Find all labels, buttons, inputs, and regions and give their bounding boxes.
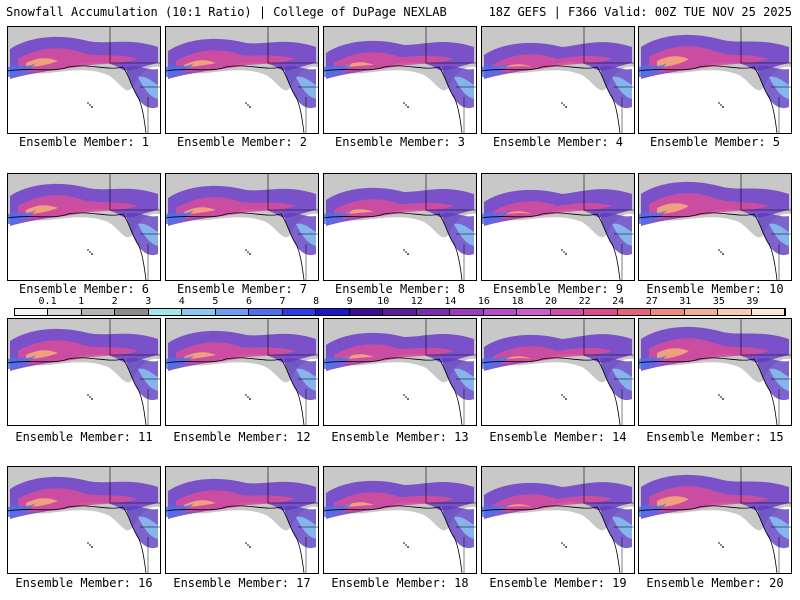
ensemble-map-15 [638,318,792,426]
ensemble-map-10 [638,173,792,281]
legend-swatch [48,309,82,315]
ensemble-map-20 [638,466,792,574]
ensemble-member-label: Ensemble Member: 6 [18,282,150,296]
ensemble-map-8 [323,173,477,281]
ensemble-map-12 [165,318,319,426]
ensemble-member-label: Ensemble Member: 1 [18,135,150,149]
legend-tick: 10 [377,296,390,307]
legend-tick: 9 [346,296,353,307]
legend-tick: 24 [612,296,625,307]
legend-tick-labels: 0.1 1 2 3 4 5 6 7 8 9 10 12 14 16 18 20 22 24 27 31 35 39 [14,296,786,307]
ensemble-map-18 [323,466,477,574]
ensemble-map-4 [481,26,635,134]
ensemble-map-17 [165,466,319,574]
legend-color-bar [14,308,786,316]
legend-tick: 31 [679,296,692,307]
ensemble-member-label: Ensemble Member: 8 [334,282,466,296]
page-title: Snowfall Accumulation (10:1 Ratio) | Col… [6,5,447,19]
legend-swatch [115,309,149,315]
legend-swatch [182,309,216,315]
legend-tick: 35 [712,296,725,307]
legend-tick: 18 [511,296,524,307]
ensemble-map-7 [165,173,319,281]
ensemble-member-label: Ensemble Member: 11 [15,430,153,444]
ensemble-member-label: Ensemble Member: 16 [15,576,153,590]
legend-swatch [81,309,116,315]
ensemble-member-label: Ensemble Member: 10 [646,282,784,296]
legend-swatch [383,309,417,315]
legend-tick: 3 [145,296,152,307]
ensemble-member-label: Ensemble Member: 2 [176,135,308,149]
ensemble-member-label: Ensemble Member: 12 [173,430,311,444]
ensemble-member-label: Ensemble Member: 14 [489,430,627,444]
ensemble-map-6 [7,173,161,281]
ensemble-member-label: Ensemble Member: 7 [176,282,308,296]
legend-tick: 2 [111,296,118,307]
legend-tick: 0.1 [38,296,57,307]
model-run-info: 18Z GEFS | F366 Valid: 00Z TUE NOV 25 20… [488,5,792,19]
legend-tick: 4 [178,296,185,307]
legend-swatch [215,309,250,315]
legend-swatch [15,309,49,315]
legend-tick: 16 [477,296,490,307]
legend-swatch [517,309,551,315]
ensemble-member-label: Ensemble Member: 18 [331,576,469,590]
legend-swatch [584,309,618,315]
legend-swatch [751,309,786,315]
legend-tick: 22 [578,296,591,307]
ensemble-member-label: Ensemble Member: 15 [646,430,784,444]
ensemble-member-label: Ensemble Member: 3 [334,135,466,149]
ensemble-map-2 [165,26,319,134]
legend-swatch [148,309,183,315]
legend-tick: 20 [545,296,558,307]
legend-swatch [282,309,317,315]
legend-tick: 14 [444,296,457,307]
ensemble-member-label: Ensemble Member: 19 [489,576,627,590]
ensemble-map-11 [7,318,161,426]
legend-swatch [718,309,752,315]
ensemble-map-19 [481,466,635,574]
legend-swatch [316,309,350,315]
legend-swatch [450,309,484,315]
legend-swatch [550,309,585,315]
ensemble-map-14 [481,318,635,426]
ensemble-map-1 [7,26,161,134]
legend-tick: 7 [279,296,286,307]
ensemble-member-label: Ensemble Member: 20 [646,576,784,590]
ensemble-member-label: Ensemble Member: 13 [331,430,469,444]
ensemble-map-5 [638,26,792,134]
ensemble-map-9 [481,173,635,281]
ensemble-member-label: Ensemble Member: 4 [492,135,624,149]
legend-tick: 39 [746,296,759,307]
legend-tick: 8 [313,296,320,307]
ensemble-map-13 [323,318,477,426]
legend-tick: 1 [78,296,85,307]
legend-swatch [249,309,283,315]
ensemble-map-3 [323,26,477,134]
legend-swatch [684,309,719,315]
legend-tick: 12 [410,296,423,307]
legend-swatch [349,309,384,315]
legend-tick: 6 [245,296,252,307]
legend-swatch [617,309,652,315]
legend-tick: 27 [645,296,658,307]
ensemble-member-label: Ensemble Member: 17 [173,576,311,590]
ensemble-map-16 [7,466,161,574]
ensemble-member-label: Ensemble Member: 5 [649,135,781,149]
color-legend: 0.1 1 2 3 4 5 6 7 8 9 10 12 14 16 18 20 22 24 27 31 35 39 [14,296,786,318]
legend-swatch [416,309,451,315]
legend-swatch [651,309,685,315]
ensemble-member-label: Ensemble Member: 9 [492,282,624,296]
legend-swatch [483,309,518,315]
legend-tick: 5 [212,296,219,307]
